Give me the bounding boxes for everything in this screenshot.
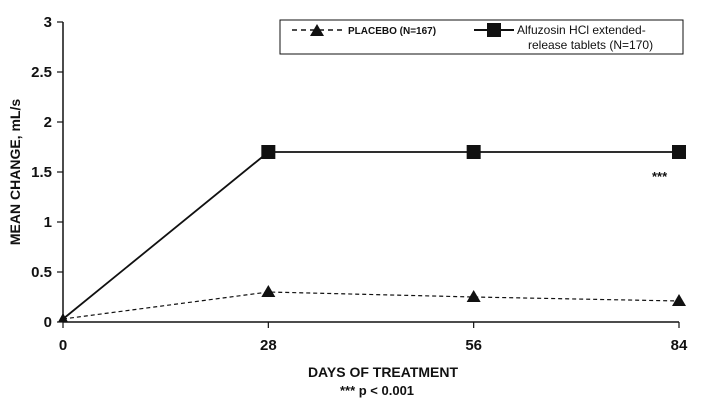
x-tick-label: 0 <box>59 337 67 354</box>
legend-alfuzosin-label-line1: Alfuzosin HCl extended- <box>517 23 646 37</box>
x-axis-label: DAYS OF TREATMENT <box>308 364 459 380</box>
y-tick-label: 1 <box>44 214 52 231</box>
y-tick-label: 1.5 <box>31 164 52 181</box>
y-tick-label: 0.5 <box>31 264 52 281</box>
placebo-point <box>672 294 686 306</box>
placebo-point <box>261 285 276 297</box>
alfuzosin-point <box>261 145 276 159</box>
y-tick-label: 3 <box>44 14 52 31</box>
y-tick-label: 0 <box>44 314 52 331</box>
x-tick-label: 28 <box>260 337 277 354</box>
legend-alfuzosin-label-line2: release tablets (N=170) <box>528 38 653 52</box>
legend-placebo-marker <box>310 24 324 36</box>
placebo-point <box>466 290 481 302</box>
placebo-series-line <box>62 291 680 320</box>
y-tick-label: 2.5 <box>31 64 52 81</box>
legend: PLACEBO (N=167) Alfuzosin HCl extended- … <box>279 19 684 55</box>
alfuzosin-point <box>672 145 686 159</box>
x-tick-label: 84 <box>671 337 688 354</box>
y-axis-label: MEAN CHANGE, mL/s <box>7 99 23 245</box>
axes: 0 0.5 1 1.5 2 2.5 3 0 28 56 84 <box>31 14 688 354</box>
y-tick-label: 2 <box>44 114 52 131</box>
x-tick-label: 56 <box>465 337 482 354</box>
legend-placebo-label: PLACEBO (N=167) <box>348 26 436 37</box>
legend-box <box>279 19 684 55</box>
alfuzosin-point <box>466 145 481 159</box>
footnote: *** p < 0.001 <box>340 383 414 398</box>
significance-annotation: *** <box>652 169 668 184</box>
alfuzosin-series-line <box>62 151 679 320</box>
baseline-point <box>58 313 68 322</box>
legend-alfuzosin-marker <box>487 23 501 37</box>
series-group <box>58 145 686 322</box>
